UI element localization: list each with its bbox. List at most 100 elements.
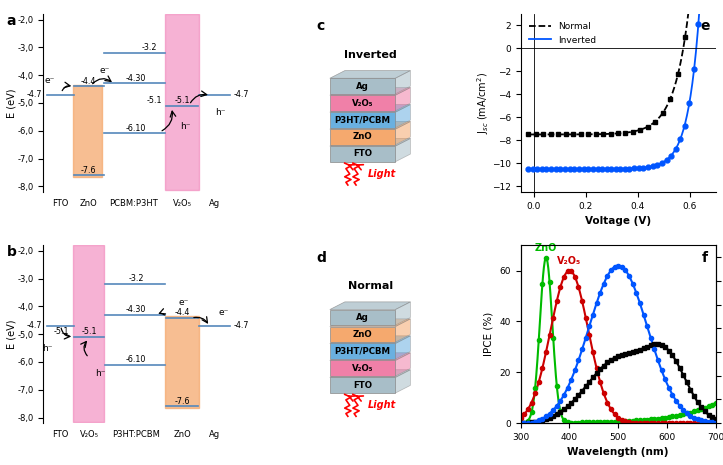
X-axis label: Voltage (V): Voltage (V) [585,216,651,226]
Text: -4.7: -4.7 [27,321,43,330]
Legend: Normal, Inverted: Normal, Inverted [525,19,600,48]
Bar [73,85,103,177]
Polygon shape [330,360,395,376]
Text: Ag: Ag [209,430,221,439]
Text: ZnO: ZnO [535,243,557,253]
Inverted [630,166,639,171]
Text: -6.10: -6.10 [126,355,146,364]
Text: FTO: FTO [353,149,372,159]
Text: V₂O₅: V₂O₅ [352,99,373,107]
Text: -5.1: -5.1 [54,327,69,336]
Polygon shape [330,326,395,342]
Text: ZnO: ZnO [353,133,372,141]
Text: -4.7: -4.7 [234,321,249,330]
Text: -6.10: -6.10 [126,124,146,133]
Text: Light: Light [368,400,396,410]
Text: e: e [701,19,710,33]
Text: ZnO: ZnO [80,199,98,208]
Text: Normal: Normal [348,281,393,291]
Text: a: a [7,14,16,28]
Text: -7.6: -7.6 [81,166,96,175]
Text: -4.30: -4.30 [126,74,146,83]
Text: PCBM:P3HT: PCBM:P3HT [110,199,158,208]
Polygon shape [330,78,395,94]
Polygon shape [330,95,395,111]
Polygon shape [330,310,395,325]
Normal [630,128,639,134]
Y-axis label: E (eV): E (eV) [6,319,16,349]
Text: FTO: FTO [53,199,69,208]
Polygon shape [395,71,411,94]
Text: P3HT:PCBM: P3HT:PCBM [112,430,160,439]
Text: -3.2: -3.2 [142,43,158,52]
Polygon shape [330,353,411,360]
Bar [73,245,103,422]
Inverted [631,166,640,171]
Polygon shape [395,139,411,162]
Polygon shape [330,105,411,112]
Polygon shape [330,344,395,359]
Text: h⁻: h⁻ [95,369,106,378]
Polygon shape [330,139,411,146]
Text: P3HT/PCBM: P3HT/PCBM [335,115,390,125]
Text: V₂O₅: V₂O₅ [80,430,98,439]
Text: Inverted: Inverted [343,50,396,60]
Polygon shape [395,87,411,111]
Text: e⁻: e⁻ [218,308,229,317]
Text: -4.4: -4.4 [81,77,96,86]
Text: -4.7: -4.7 [234,90,249,99]
Text: Ag: Ag [209,199,221,208]
Text: h⁻: h⁻ [215,108,226,117]
Text: b: b [7,245,17,259]
Normal [631,128,640,134]
Polygon shape [330,71,411,78]
Text: V₂O₅: V₂O₅ [173,199,192,208]
Text: V₂O₅: V₂O₅ [352,364,373,373]
Polygon shape [330,129,395,145]
Polygon shape [395,105,411,128]
Text: -5.1: -5.1 [174,96,190,105]
Polygon shape [330,302,411,310]
Text: e⁻: e⁻ [178,298,189,307]
Polygon shape [330,336,411,344]
Text: Ag: Ag [356,81,369,91]
X-axis label: Wavelength (nm): Wavelength (nm) [568,447,669,458]
Text: -4.7: -4.7 [27,90,43,99]
Text: -5.1: -5.1 [147,96,163,105]
Bar [166,14,199,191]
Text: h⁻: h⁻ [42,344,53,352]
Text: d: d [316,251,326,265]
Text: h⁻: h⁻ [180,122,190,131]
Polygon shape [395,370,411,393]
Y-axis label: J$_{sc}$ (mA/cm$^2$): J$_{sc}$ (mA/cm$^2$) [475,72,491,134]
Text: Light: Light [368,169,396,179]
Normal [525,132,534,137]
Polygon shape [395,336,411,359]
Text: FTO: FTO [353,381,372,390]
Text: -5.1: -5.1 [81,327,97,336]
Inverted [524,166,533,172]
Line: Normal: Normal [529,0,708,134]
Text: V₂O₅: V₂O₅ [557,256,581,266]
Polygon shape [330,87,411,95]
Text: -4.4: -4.4 [174,308,189,317]
Y-axis label: E (eV): E (eV) [6,88,16,118]
Polygon shape [330,319,411,326]
Text: ZnO: ZnO [353,330,372,339]
Text: FTO: FTO [53,430,69,439]
Bar [166,316,199,408]
Normal [524,132,533,137]
Polygon shape [395,353,411,376]
Y-axis label: IPCE (%): IPCE (%) [484,312,494,356]
Text: -3.2: -3.2 [128,274,144,283]
Text: Ag: Ag [356,313,369,322]
Inverted [675,138,684,143]
Polygon shape [395,121,411,145]
Polygon shape [330,370,411,378]
Line: Inverted: Inverted [529,0,708,169]
Polygon shape [395,319,411,342]
Normal [675,64,684,69]
Inverted [634,166,643,171]
Text: c: c [316,19,325,33]
Polygon shape [330,378,395,393]
